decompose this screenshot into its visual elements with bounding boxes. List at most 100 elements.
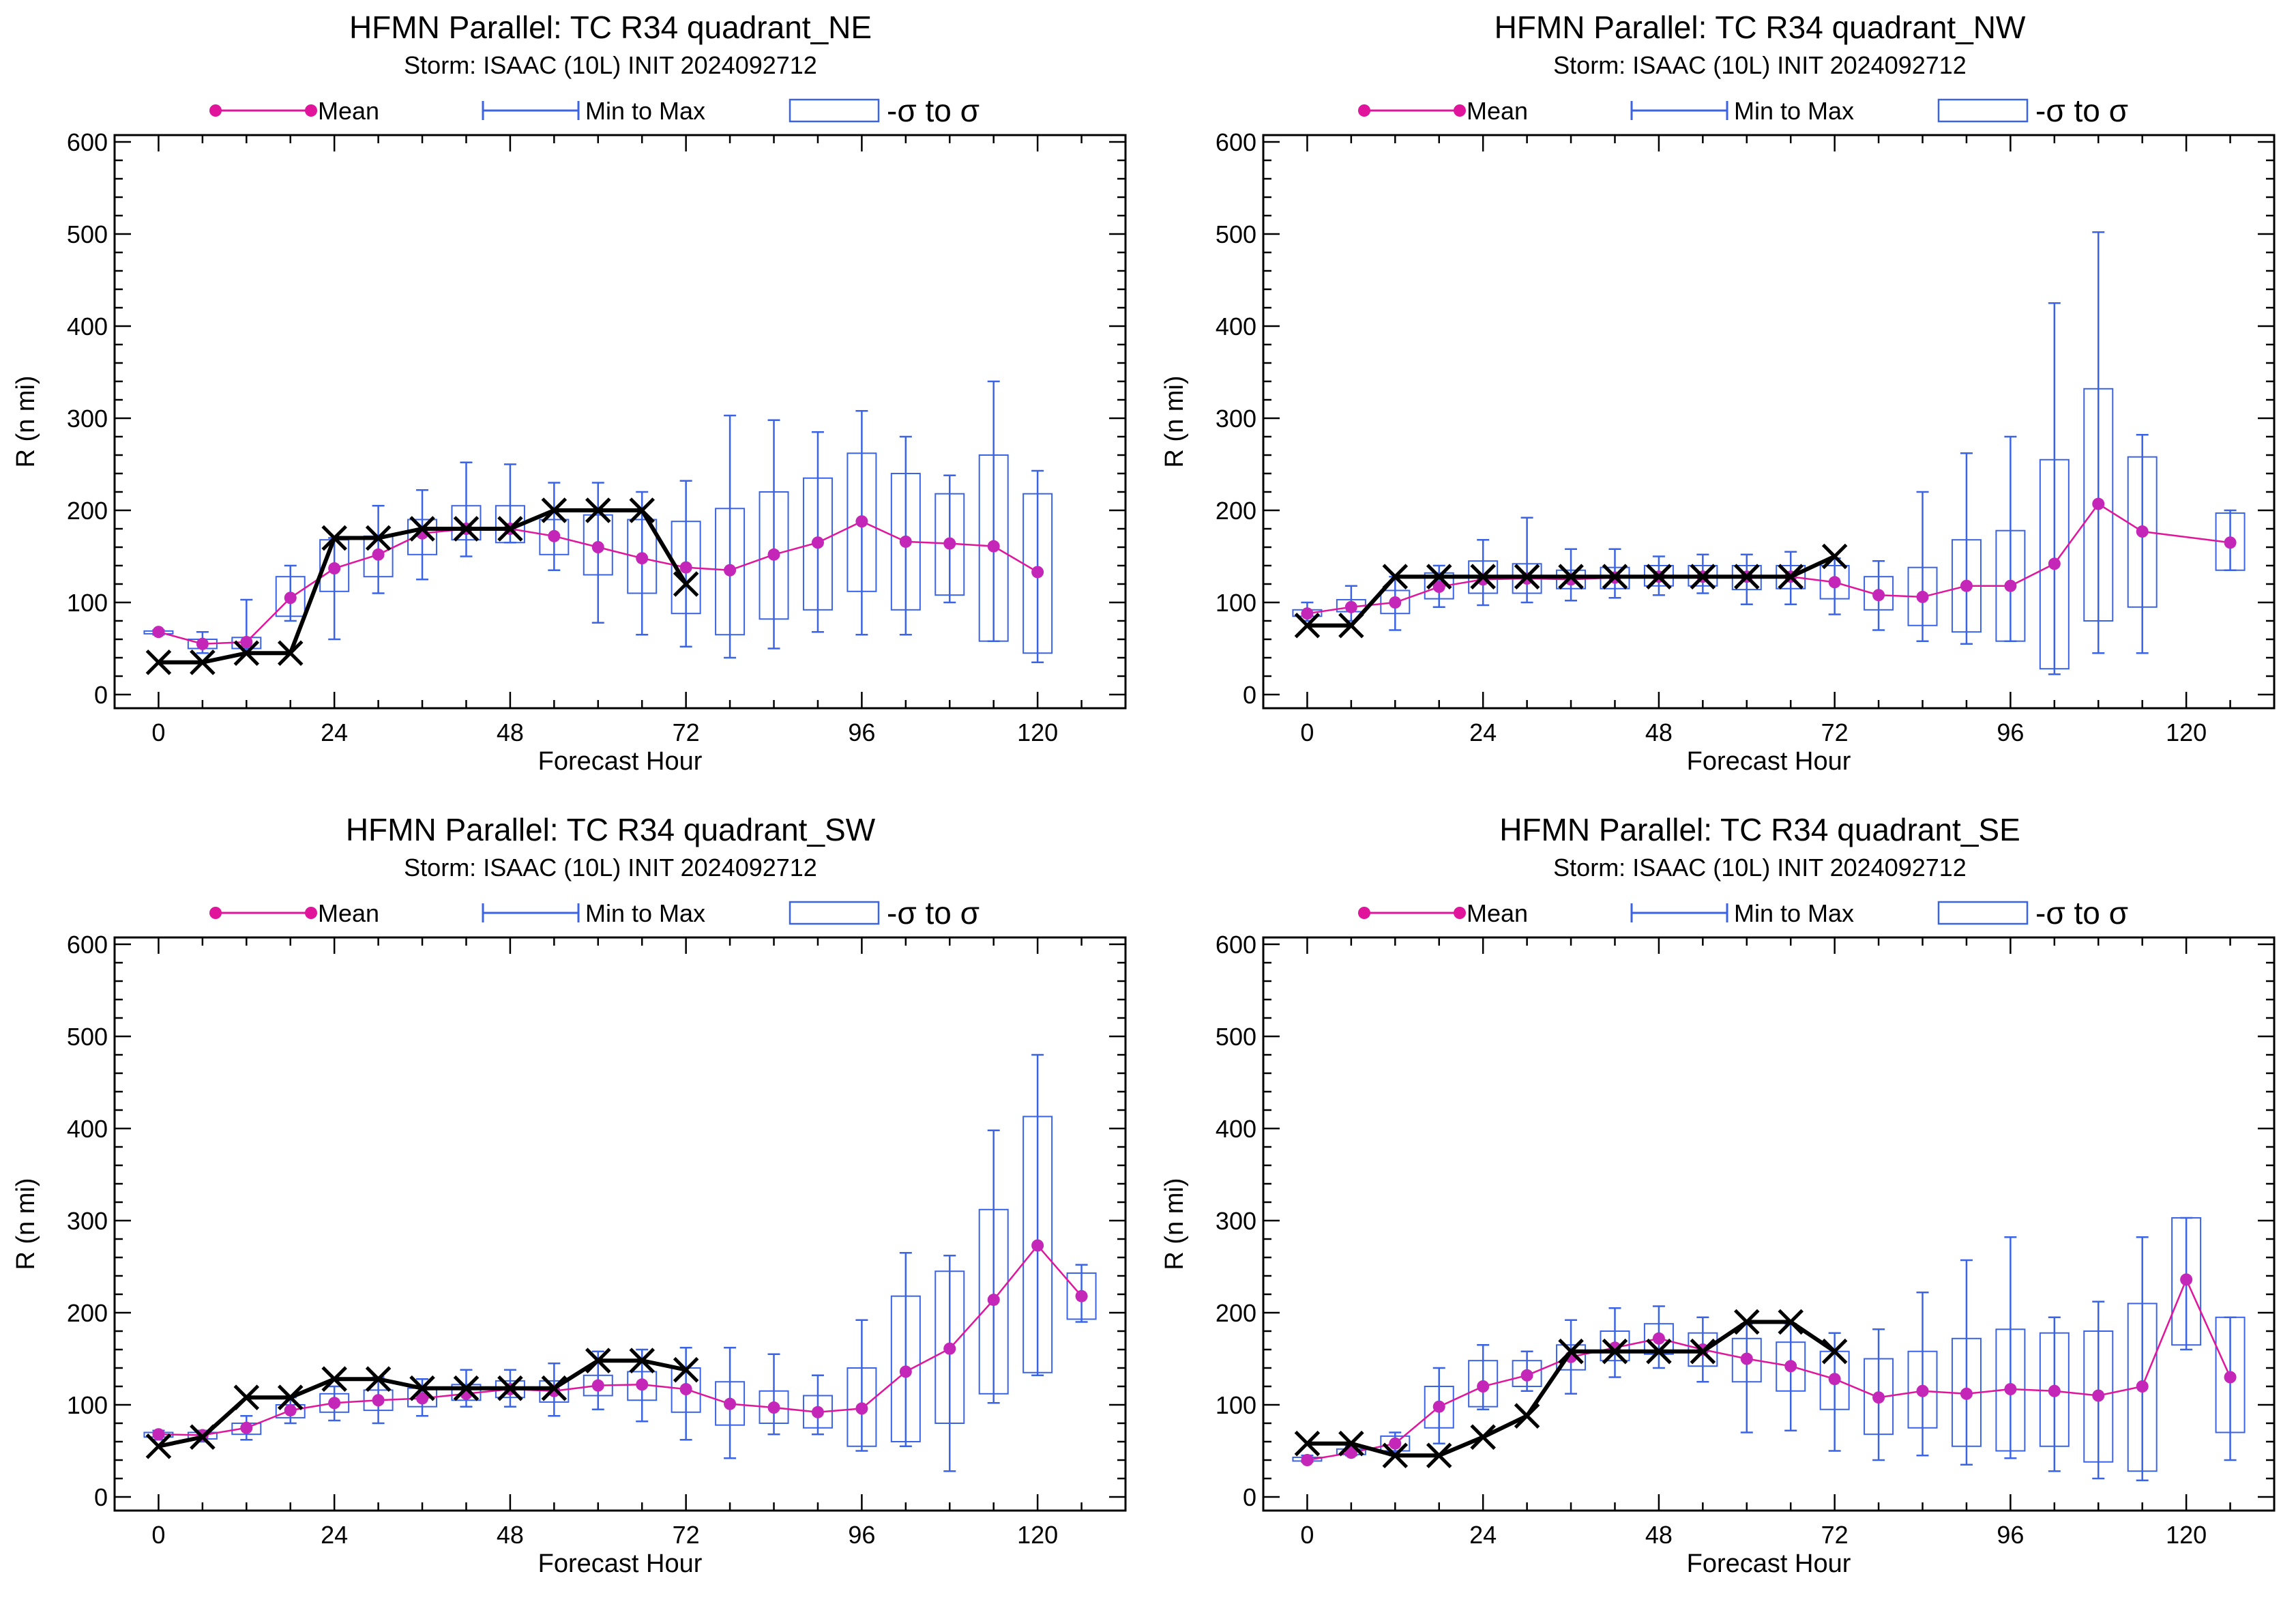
sigma-box xyxy=(759,491,789,620)
legend-mean-marker xyxy=(209,907,222,919)
mean-point xyxy=(1389,1437,1402,1450)
range-marker xyxy=(1907,1292,1938,1457)
mean-point xyxy=(1872,1391,1885,1404)
legend-mean-marker xyxy=(1358,104,1370,117)
y-tick-label: 200 xyxy=(1216,1299,1256,1327)
mean-point xyxy=(899,535,912,548)
legend: Mean Min to Max -σ to σ xyxy=(209,895,980,931)
mean-point xyxy=(2092,497,2105,510)
y-axis-label: R (n mi) xyxy=(1160,375,1189,467)
range-marker xyxy=(1643,1305,1674,1369)
y-tick-label: 300 xyxy=(1216,1207,1256,1235)
mean-point xyxy=(152,626,165,639)
best-track-point xyxy=(145,649,172,675)
legend-mean-marker xyxy=(305,104,317,117)
x-tick-label: 48 xyxy=(497,718,524,746)
x-tick-label: 48 xyxy=(1645,718,1673,746)
best-track-point xyxy=(1382,1442,1409,1469)
y-tick-label: 0 xyxy=(1243,1483,1256,1511)
sigma-box xyxy=(583,514,613,576)
legend-minmax-label: Min to Max xyxy=(1734,97,1854,125)
mean-point xyxy=(240,636,253,649)
legend-mean-marker xyxy=(1454,104,1466,117)
legend: Mean Min to Max -σ to σ xyxy=(1358,93,2128,128)
y-tick-label: 600 xyxy=(1216,931,1256,959)
best-track-point xyxy=(409,516,435,542)
sigma-box xyxy=(275,576,306,617)
range-marker xyxy=(319,537,350,641)
mean-point xyxy=(1916,1384,1929,1397)
y-tick-label: 400 xyxy=(1216,1115,1256,1143)
mean-point xyxy=(372,548,385,561)
range-marker xyxy=(1951,452,1982,645)
y-tick-label: 0 xyxy=(1243,681,1256,709)
sigma-box xyxy=(890,1295,921,1442)
x-tick-label: 96 xyxy=(848,718,875,746)
chart-title: HFMN Parallel: TC R34 quadrant_SW xyxy=(346,812,876,847)
x-tick-label: 72 xyxy=(1821,718,1849,746)
mean-point xyxy=(679,561,692,574)
mean-point xyxy=(1301,1454,1314,1466)
x-tick-label: 0 xyxy=(1300,718,1314,746)
mean-point xyxy=(2136,525,2149,538)
mean-point xyxy=(1828,576,1841,589)
x-tick-label: 48 xyxy=(1645,1521,1673,1549)
sigma-box xyxy=(1556,1344,1587,1371)
x-tick-label: 120 xyxy=(2166,1521,2207,1549)
best-track-point xyxy=(1734,564,1760,589)
mean-point xyxy=(284,592,297,605)
legend-mean-label: Mean xyxy=(318,97,379,125)
mean-point xyxy=(724,564,737,577)
sigma-box xyxy=(1600,1330,1630,1362)
range-marker xyxy=(2039,302,2070,675)
sigma-box xyxy=(2127,1302,2158,1472)
mean-point xyxy=(855,1402,868,1415)
sigma-box xyxy=(671,521,701,615)
range-marker xyxy=(2083,231,2114,654)
mean-point xyxy=(724,1397,737,1410)
mean-point xyxy=(1031,1239,1044,1252)
y-tick-label: 0 xyxy=(94,1483,108,1511)
mean-point xyxy=(1784,1360,1797,1373)
y-tick-label: 400 xyxy=(1216,312,1256,340)
sigma-box xyxy=(1380,589,1411,615)
range-marker xyxy=(1512,1350,1542,1392)
range-marker xyxy=(1995,1236,2026,1459)
mean-point xyxy=(372,1394,385,1407)
range-marker xyxy=(1468,538,1499,607)
y-tick-label: 400 xyxy=(67,312,108,340)
sigma-box xyxy=(847,452,877,592)
x-tick-label: 120 xyxy=(2166,718,2207,746)
sigma-box xyxy=(934,1270,965,1424)
chart-panel-1: HFMN Parallel: TC R34 quadrant_NW Storm: … xyxy=(1160,10,2276,776)
best-track-point xyxy=(277,1384,304,1410)
legend-sigma-box xyxy=(789,901,880,925)
legend-sigma-label: -σ to σ xyxy=(2035,93,2128,128)
best-track-point xyxy=(1558,1338,1584,1365)
y-tick-label: 300 xyxy=(67,1207,108,1235)
sigma-box xyxy=(1643,1323,1674,1355)
sigma-box xyxy=(847,1367,877,1447)
mean-point xyxy=(1520,1369,1533,1382)
legend-mean-marker xyxy=(209,104,222,117)
range-marker xyxy=(802,431,833,633)
chart-subtitle: Storm: ISAAC (10L) INIT 2024092712 xyxy=(1553,51,1967,79)
best-track-point xyxy=(1558,564,1584,589)
y-tick-label: 200 xyxy=(67,497,108,525)
chart-panel-0: HFMN Parallel: TC R34 quadrant_NE Storm: … xyxy=(12,10,1127,776)
y-tick-label: 500 xyxy=(1216,220,1256,248)
mean-point xyxy=(636,1378,649,1391)
y-tick-label: 300 xyxy=(1216,405,1256,433)
legend-mean-label: Mean xyxy=(1467,97,1528,125)
mean-point xyxy=(328,1397,341,1410)
sigma-box xyxy=(1424,1386,1454,1429)
range-marker xyxy=(759,419,789,650)
mean-point xyxy=(899,1365,912,1378)
x-tick-label: 0 xyxy=(151,718,165,746)
chart-title: HFMN Parallel: TC R34 quadrant_NE xyxy=(349,10,872,45)
mean-point xyxy=(1432,581,1445,594)
mean-point xyxy=(2224,536,2237,549)
best-track-point xyxy=(1426,564,1452,589)
